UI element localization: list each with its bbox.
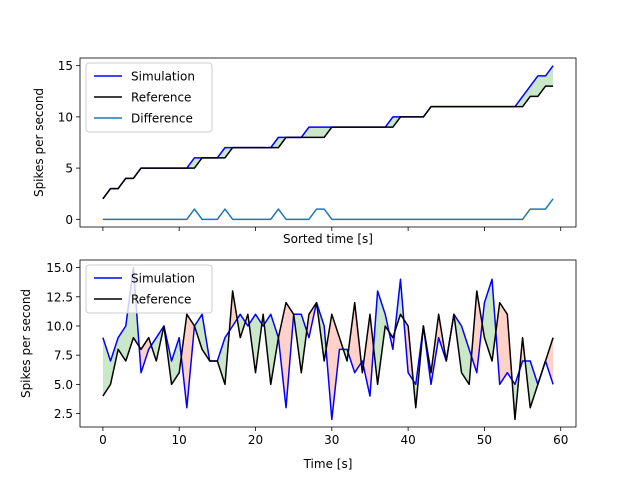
fill-area-segment-12-0: [194, 314, 203, 350]
top-chart-y-axis-label: Spikes per second: [32, 88, 46, 197]
y-tick-label: 15.0: [46, 261, 73, 275]
bottom-chart-legend: Simulation Reference: [85, 264, 213, 314]
y-tick-label: 12.5: [46, 290, 73, 304]
top-chart-x-axis-label: Sorted time [s]: [283, 232, 373, 246]
legend-label-simulation: Simulation: [131, 70, 195, 84]
fill-area-segment-58-0: [545, 65, 554, 87]
fill-area-segment-52-0: [499, 302, 508, 385]
legend-box: [85, 62, 213, 133]
legend-label-simulation: Simulation: [131, 272, 195, 286]
series-line-difference: [102, 198, 554, 221]
y-tick-label: 5.0: [54, 378, 73, 392]
legend-label-reference: Reference: [131, 293, 191, 307]
fill-area-segment-0-0: [102, 337, 111, 397]
fill-area-segment-10-1: [181, 314, 187, 408]
top-chart-frame: [79, 57, 577, 228]
x-tick-label: 30: [324, 433, 339, 447]
x-tick-label: 10: [172, 433, 187, 447]
fill-area-segment-58-0: [545, 337, 554, 385]
y-tick-label: 10.0: [46, 319, 73, 333]
fill-area-segment-36-0: [377, 290, 386, 385]
y-tick-label: 5: [65, 162, 73, 176]
fill-area-segment-57-0: [537, 75, 546, 97]
bottom-chart-series-lines: [102, 266, 554, 421]
y-tick-label: 15: [58, 59, 73, 73]
fill-area-segment-47-0: [461, 325, 470, 385]
bottom-chart-x-axis-label: Time [s]: [303, 457, 353, 471]
top-chart: 0 5 10 15 Sorted time [s] Spikes per second…: [32, 57, 577, 246]
bottom-chart: 0 10 20 30 40 50 60 2.5 5.0 7.5 10.0 12.5 15.0 Time …: [19, 259, 577, 471]
fill-area-segment-55-0: [522, 86, 531, 107]
x-tick-label: 50: [477, 433, 492, 447]
x-tick-label: 60: [553, 433, 568, 447]
fill-area-segment-15-0: [217, 337, 225, 385]
fill-area-segment-22-0: [270, 314, 279, 385]
fill-area-segment-28-0: [316, 127, 325, 138]
series-line-reference: [102, 85, 554, 200]
fill-area-segment-50-0: [484, 279, 493, 362]
fill-area-segment-49-0: [476, 290, 483, 373]
series-line-simulation: [102, 266, 554, 421]
series-line-reference: [102, 290, 554, 421]
bottom-chart-ticks: 0 10 20 30 40 50 60 2.5 5.0 7.5 10.0 12.5 15.0: [46, 261, 568, 447]
top-chart-legend: Simulation Reference Difference: [85, 62, 213, 133]
x-tick-label: 20: [248, 433, 263, 447]
fill-area-segment-30-0: [331, 314, 340, 420]
legend-box: [85, 264, 213, 314]
fill-area-segment-56-0: [530, 75, 538, 97]
x-tick-label: 0: [99, 433, 107, 447]
y-tick-label: 10: [58, 110, 73, 124]
fill-area-segment-27-0: [308, 127, 317, 138]
y-tick-label: 7.5: [54, 349, 73, 363]
fill-area-segment-34-1: [363, 314, 370, 397]
bottom-chart-frame: [79, 259, 577, 428]
top-chart-ticks: 0 5 10 15: [58, 59, 562, 231]
bottom-chart-y-axis-label: Spikes per second: [19, 289, 33, 398]
top-chart-series-lines: [102, 65, 554, 221]
legend-label-difference: Difference: [131, 112, 193, 126]
x-tick-label: 40: [400, 433, 415, 447]
legend-label-reference: Reference: [131, 91, 191, 105]
fill-area-segment-9-0: [171, 337, 180, 385]
fill-area-segment-2-0: [118, 325, 126, 362]
y-tick-label: 0: [65, 213, 73, 227]
y-tick-label: 2.5: [54, 407, 73, 421]
fill-area-segment-56-0: [530, 361, 538, 408]
